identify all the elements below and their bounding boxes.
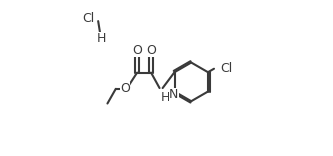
Text: O: O [132, 44, 142, 57]
Text: Cl: Cl [220, 62, 233, 75]
Text: O: O [120, 82, 130, 95]
Text: H: H [97, 32, 106, 45]
Text: HN: HN [160, 91, 179, 104]
Text: N: N [169, 88, 178, 101]
Text: O: O [146, 44, 156, 57]
Text: Cl: Cl [83, 12, 95, 25]
